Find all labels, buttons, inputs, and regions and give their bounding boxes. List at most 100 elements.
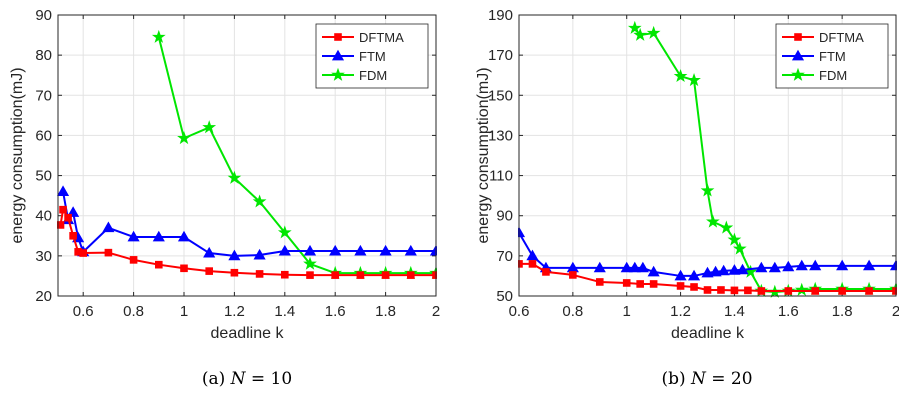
x-tick-label: 0.8: [123, 303, 144, 320]
x-tick-label: 0.8: [562, 303, 583, 320]
data-point-ftm: [674, 269, 687, 281]
y-axis-label: energy consumption(mJ): [9, 67, 26, 243]
legend-label-fdm: FDM: [819, 68, 847, 83]
data-point-fdm: [794, 282, 809, 296]
data-point-dftma: [381, 271, 390, 279]
data-point-dftma: [569, 271, 577, 279]
x-tick-label: 1.4: [274, 303, 295, 320]
data-point-fdm: [687, 73, 701, 87]
x-tick-label: 1: [180, 303, 188, 320]
data-point-dftma: [811, 287, 820, 295]
data-point-ftm: [57, 185, 70, 197]
data-point-ftm: [228, 249, 241, 261]
x-tick-label: 1: [623, 303, 631, 320]
panel-caption: (b) N = 20: [661, 369, 752, 389]
y-tick-label: 170: [488, 47, 513, 64]
data-point-ftm: [354, 244, 367, 256]
legend: DFTMA FTM FDM: [315, 23, 429, 89]
caption-prefix: (b): [661, 369, 691, 389]
x-axis-label: deadline k: [211, 325, 285, 342]
data-point-dftma: [690, 283, 698, 291]
y-tick-label: 150: [488, 87, 513, 104]
data-point-ftm: [736, 263, 749, 275]
data-point-ftm: [863, 259, 876, 271]
data-point-fdm: [700, 183, 715, 197]
data-point-ftm: [593, 261, 606, 273]
x-tick-label: 1.2: [670, 303, 691, 320]
data-point-fdm: [627, 20, 642, 34]
data-point-dftma: [636, 280, 644, 288]
data-point-dftma: [784, 287, 793, 295]
data-point-dftma: [69, 231, 77, 240]
legend-marker-ftm: [331, 49, 345, 61]
data-point-dftma: [331, 271, 339, 279]
data-point-ftm: [102, 221, 115, 233]
data-point-dftma: [306, 271, 314, 279]
data-point-ftm: [303, 244, 317, 256]
data-point-fdm: [727, 232, 742, 246]
x-tick-label: 1.8: [375, 303, 396, 320]
legend-marker-fdm: [331, 67, 345, 81]
y-tick-label: 130: [488, 127, 513, 144]
y-tick-label: 50: [496, 288, 513, 305]
data-point-ftm: [728, 264, 741, 275]
data-point-ftm: [379, 244, 392, 256]
data-point-ftm: [526, 249, 539, 261]
data-point-dftma: [528, 260, 537, 268]
series-line-dftma: [519, 262, 896, 292]
data-point-fdm: [227, 170, 242, 184]
y-tick-label: 50: [35, 168, 52, 185]
data-point-dftma: [744, 286, 752, 295]
y-tick-label: 90: [35, 7, 52, 24]
data-point-dftma: [717, 286, 725, 294]
y-axis-label: energy consumption(mJ): [475, 67, 492, 243]
legend-label-ftm: FTM: [359, 49, 386, 64]
data-point-dftma: [757, 287, 766, 295]
data-point-ftm: [152, 230, 165, 242]
legend-label-fdm: FDM: [359, 68, 387, 83]
data-point-dftma: [255, 270, 264, 278]
data-point-dftma: [542, 268, 550, 276]
data-point-ftm: [203, 246, 216, 258]
data-point-fdm: [303, 256, 317, 270]
caption-variable: N: [230, 369, 247, 389]
x-tick-label: 2: [432, 303, 440, 320]
legend-label-ftm: FTM: [819, 49, 846, 64]
data-point-ftm: [628, 261, 641, 273]
axes-box: [57, 14, 437, 297]
legend-marker-fdm: [791, 67, 805, 81]
data-point-dftma: [281, 270, 289, 279]
series-ftm: [57, 185, 437, 261]
caption-value: = 20: [706, 369, 753, 389]
data-point-ftm: [782, 260, 795, 272]
data-point-dftma: [356, 271, 365, 279]
chart-panel-b: 0.6 0.8 1 1.2 1.4 1.6 1.8 2 50 70 90 110 130 150 170 19…: [475, 7, 899, 389]
data-point-ftm: [755, 261, 768, 273]
series-ftm: [518, 226, 897, 281]
data-point-fdm: [202, 120, 217, 134]
caption-prefix: (a): [202, 369, 231, 389]
y-tick-label: 30: [35, 248, 52, 265]
data-point-dftma: [407, 271, 415, 279]
data-point-dftma: [129, 256, 138, 264]
data-point-ftm: [687, 269, 701, 281]
data-point-dftma: [64, 213, 72, 222]
data-point-ftm: [127, 230, 140, 242]
x-tick-label: 0.6: [509, 303, 530, 320]
legend-marker-dftma: [334, 33, 342, 41]
x-tick-label: 2: [892, 303, 899, 320]
data-point-fdm: [732, 241, 747, 255]
y-tick-label: 70: [35, 87, 52, 104]
data-point-ftm: [717, 264, 730, 276]
y-tick-label: 80: [35, 47, 52, 64]
data-point-fdm: [646, 25, 661, 39]
data-point-dftma: [595, 278, 604, 286]
x-tick-label: 0.6: [73, 303, 94, 320]
data-point-dftma: [79, 249, 88, 257]
series-line-fdm: [157, 36, 436, 275]
data-point-fdm: [706, 214, 720, 228]
data-point-ftm: [836, 259, 849, 271]
y-tick-label: 20: [35, 288, 52, 305]
